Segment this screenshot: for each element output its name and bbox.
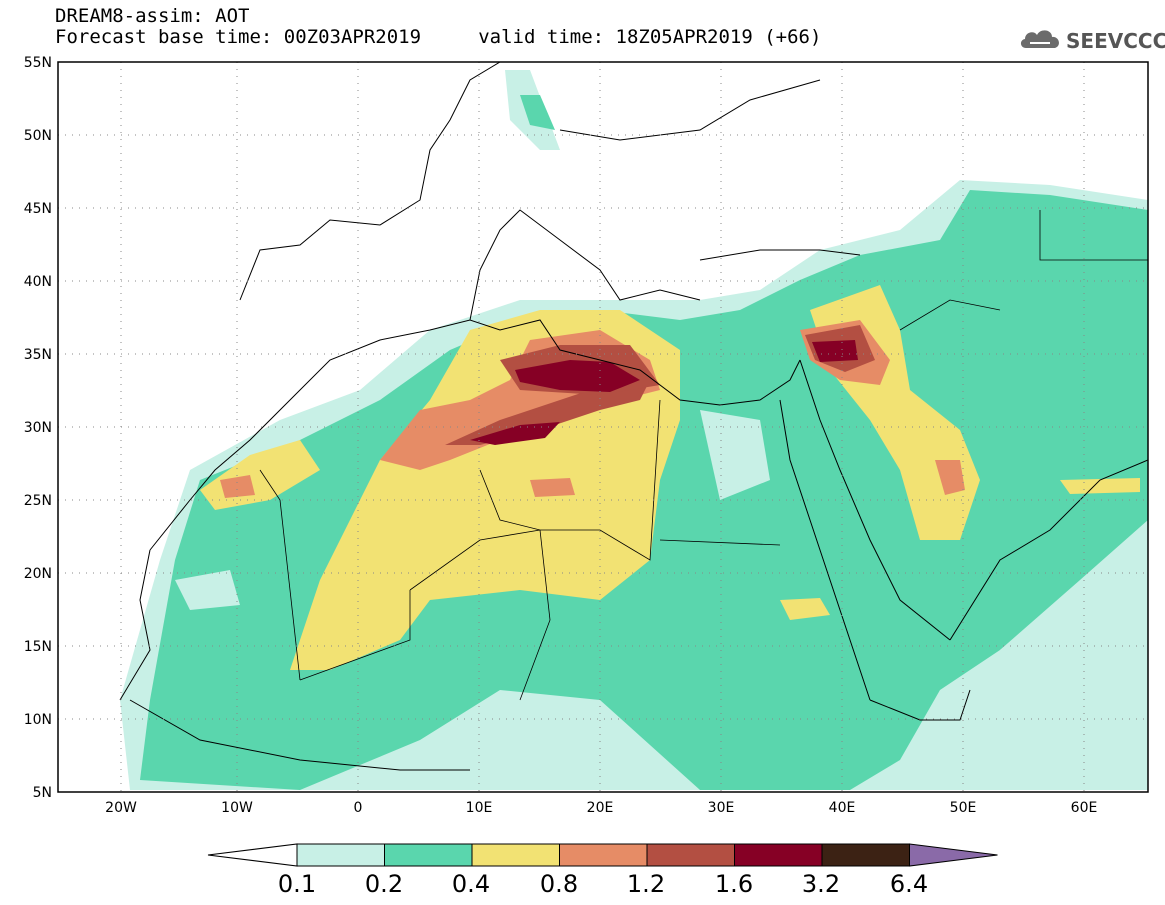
forecast-time-info: Forecast base time: 00Z03APR2019 valid t… (55, 26, 822, 48)
lon-tick-label: 10W (221, 800, 253, 816)
colorbar-label: 1.6 (714, 870, 754, 898)
lon-tick-label: 20E (587, 800, 614, 816)
colorbar-label: 0.2 (364, 870, 404, 898)
lat-tick-label: 20N (24, 566, 52, 582)
coastlines (119, 62, 1148, 771)
colorbar-swatch (646, 843, 735, 867)
colorbar-swatch (296, 843, 385, 867)
colorbar (207, 843, 998, 867)
colorbar-swatch (821, 843, 910, 867)
lon-tick-label: 40E (829, 800, 856, 816)
colorbar-low-triangle (207, 843, 298, 867)
colorbar-swatch (471, 843, 560, 867)
colorbar-high-triangle (909, 843, 998, 867)
colorbar-label: 6.4 (889, 870, 929, 898)
lon-tick-label: 50E (950, 800, 977, 816)
plot-frame (57, 61, 1149, 793)
colorbar-swatch (734, 843, 823, 867)
seevccc-logo: SEEVCCC (1018, 24, 1165, 56)
borders (259, 210, 1148, 701)
lat-tick-label: 55N (24, 55, 52, 71)
lat-tick-label: 15N (24, 639, 52, 655)
lat-tick-label: 25N (24, 493, 52, 509)
colorbar-label: 0.1 (277, 870, 317, 898)
colorbar-label: 3.2 (801, 870, 841, 898)
lon-tick-label: 0 (354, 800, 363, 816)
lon-tick-label: 20W (105, 800, 137, 816)
lat-tick-label: 45N (24, 201, 52, 217)
logo-text: SEEVCCC (1066, 29, 1165, 53)
lat-tick-label: 5N (33, 785, 52, 801)
lat-tick-label: 10N (24, 712, 52, 728)
colorbar-label: 0.8 (539, 870, 579, 898)
lat-tick-label: 50N (24, 128, 52, 144)
lat-tick-label: 40N (24, 274, 52, 290)
lon-tick-label: 10E (466, 800, 493, 816)
lat-tick-labels: 55N 50N 45N 40N 35N 30N 25N 20N 15N 10N … (24, 55, 52, 801)
cloud-icon (1020, 30, 1059, 48)
colorbar-swatch (559, 843, 648, 867)
lon-tick-labels: 20W 10W 0 10E 20E 30E 40E 50E 60E (105, 800, 1097, 816)
colorbar-label: 0.4 (451, 870, 491, 898)
lon-tick-label: 60E (1071, 800, 1098, 816)
map-title: DREAM8-assim: AOT (55, 5, 250, 27)
lat-tick-label: 30N (24, 420, 52, 436)
aot-field (58, 62, 1148, 792)
lat-tick-label: 35N (24, 347, 52, 363)
colorbar-label: 1.2 (626, 870, 666, 898)
colorbar-swatch (384, 843, 473, 867)
lon-tick-label: 30E (708, 800, 735, 816)
grid (58, 62, 1148, 792)
